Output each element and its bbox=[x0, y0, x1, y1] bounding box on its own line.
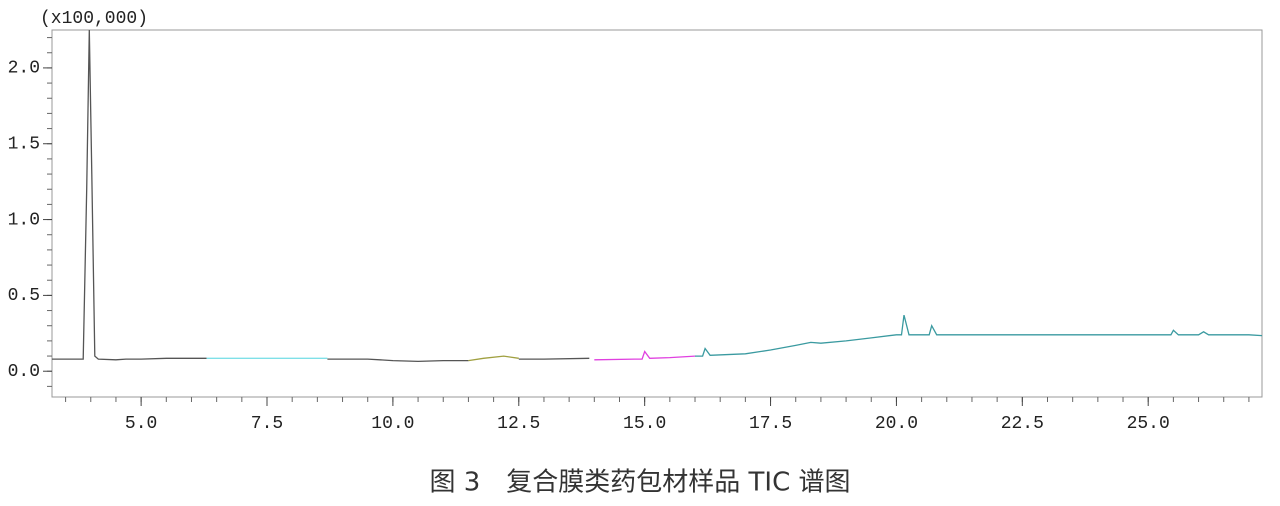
y-tick-label: 1.0 bbox=[8, 210, 40, 230]
x-tick-label: 20.0 bbox=[875, 414, 918, 434]
y-tick-label: 0.0 bbox=[8, 362, 40, 382]
x-tick-label: 22.5 bbox=[1001, 414, 1044, 434]
x-tick-label: 17.5 bbox=[749, 414, 792, 434]
x-tick-label: 25.0 bbox=[1127, 414, 1170, 434]
plot-frame bbox=[51, 29, 1263, 398]
trace bbox=[594, 350, 696, 361]
x-tick-label: 10.0 bbox=[371, 414, 414, 434]
unit-label: (x100,000) bbox=[40, 9, 148, 29]
trace bbox=[327, 358, 469, 363]
y-tick-label: 0.5 bbox=[8, 286, 40, 306]
x-tick-label: 7.5 bbox=[251, 414, 283, 434]
x-tick-label: 12.5 bbox=[497, 414, 540, 434]
trace bbox=[52, 29, 207, 361]
y-tick-label: 2.0 bbox=[8, 59, 40, 79]
y-tick-label: 1.5 bbox=[8, 134, 40, 154]
trace bbox=[468, 355, 519, 362]
x-tick-label: 5.0 bbox=[125, 414, 157, 434]
x-tick-label: 15.0 bbox=[623, 414, 666, 434]
trace bbox=[518, 357, 590, 360]
trace bbox=[695, 314, 1263, 357]
chart-title: 图 3 复合膜类药包材样品 TIC 谱图 bbox=[429, 468, 850, 498]
